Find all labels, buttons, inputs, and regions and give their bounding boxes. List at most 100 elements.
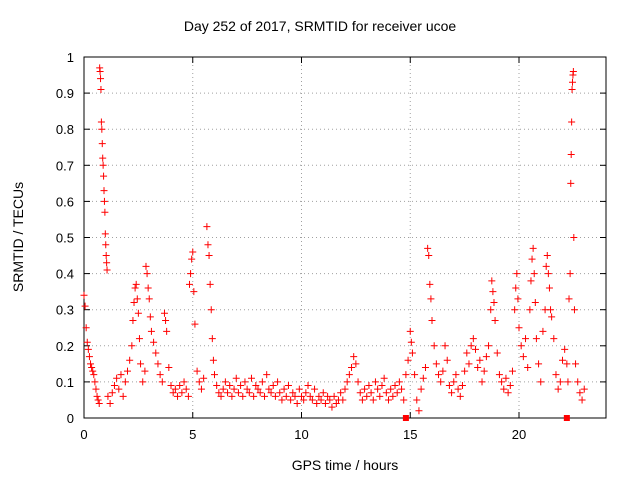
data-point: [361, 385, 369, 393]
data-point: [528, 255, 536, 263]
data-point: [145, 295, 153, 303]
data-point: [454, 385, 462, 393]
data-point: [278, 396, 286, 404]
data-point: [376, 392, 384, 400]
data-point: [437, 378, 445, 386]
data-point: [211, 371, 218, 379]
data-point: [276, 389, 284, 397]
data-point: [531, 298, 539, 306]
data-point: [103, 266, 111, 274]
data-point: [363, 392, 371, 400]
data-point: [93, 392, 101, 400]
data-point: [343, 378, 351, 386]
data-point: [378, 382, 386, 390]
data-point: [411, 371, 419, 379]
x-tick-label: 10: [294, 427, 308, 442]
data-point: [317, 396, 325, 404]
data-point: [568, 85, 576, 93]
data-point: [522, 335, 530, 343]
data-point: [564, 378, 572, 386]
data-point: [269, 382, 277, 390]
data-point: [291, 392, 299, 400]
data-point: [380, 374, 388, 382]
data-point: [402, 371, 410, 379]
data-point: [398, 385, 406, 393]
data-point: [185, 280, 193, 288]
data-point: [576, 389, 584, 397]
data-point: [97, 118, 105, 126]
data-point: [304, 382, 312, 390]
x-tick-label: 5: [189, 427, 196, 442]
data-point: [99, 154, 107, 162]
data-point: [568, 118, 576, 126]
data-point: [424, 244, 432, 252]
data-point: [326, 396, 334, 404]
data-point: [461, 367, 469, 375]
y-tick-label: 0.3: [56, 303, 74, 318]
data-point: [482, 353, 490, 361]
data-point: [435, 371, 443, 379]
data-point: [445, 382, 453, 390]
data-point: [554, 385, 562, 393]
data-point: [330, 392, 338, 400]
data-point: [189, 248, 197, 256]
data-point: [306, 392, 314, 400]
data-point: [458, 382, 466, 390]
data-point: [261, 392, 269, 400]
data-point: [267, 389, 275, 397]
data-point: [547, 306, 555, 314]
data-point: [537, 378, 545, 386]
data-point: [103, 259, 111, 267]
data-point: [324, 392, 332, 400]
data-point: [498, 378, 506, 386]
data-point: [580, 385, 588, 393]
ground-marker: [563, 415, 570, 421]
data-point: [456, 392, 464, 400]
ground-marker: [402, 415, 409, 421]
data-point: [169, 389, 177, 397]
data-point: [430, 342, 438, 350]
data-point: [209, 356, 217, 364]
data-point: [350, 353, 358, 361]
data-point: [474, 363, 482, 371]
data-point: [432, 360, 440, 368]
data-point: [245, 389, 253, 397]
data-point: [195, 378, 203, 386]
data-point: [228, 392, 236, 400]
data-point: [491, 317, 499, 325]
data-point: [90, 371, 98, 379]
data-point: [150, 338, 158, 346]
data-point: [348, 363, 356, 371]
data-point: [126, 356, 134, 364]
data-point: [98, 140, 106, 148]
data-point: [352, 360, 360, 368]
data-point: [182, 385, 190, 393]
data-point: [552, 371, 560, 379]
data-point: [426, 280, 434, 288]
data-point: [206, 280, 214, 288]
data-point: [385, 396, 392, 404]
data-point: [197, 385, 205, 393]
data-point: [567, 150, 575, 158]
y-axis-label: SRMTID / TECUs: [10, 181, 26, 293]
data-point: [88, 363, 96, 371]
data-point: [104, 392, 112, 400]
data-point: [485, 342, 493, 350]
data-point: [313, 400, 321, 408]
data-point: [391, 382, 399, 390]
data-point: [371, 378, 379, 386]
data-point: [89, 367, 97, 375]
data-point: [84, 345, 92, 353]
x-tick-label: 20: [512, 427, 526, 442]
data-point: [443, 356, 451, 364]
data-point: [539, 327, 547, 335]
data-point: [263, 371, 271, 379]
data-point: [217, 392, 225, 400]
data-point: [178, 389, 186, 397]
data-point: [190, 288, 198, 296]
data-point: [439, 367, 447, 375]
data-point: [250, 392, 258, 400]
data-point: [115, 385, 123, 393]
data-point: [419, 374, 427, 382]
data-point: [448, 389, 456, 397]
